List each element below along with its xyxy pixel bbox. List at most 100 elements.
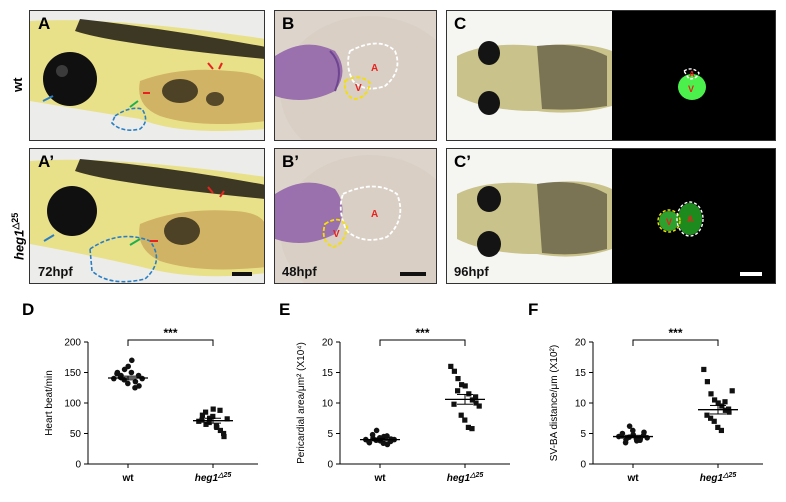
data-point-mutant	[719, 403, 725, 409]
panel-a-image	[29, 10, 265, 141]
data-point-wt	[114, 370, 120, 377]
row-label-mutant-text: heg1	[11, 229, 27, 260]
x-tick-label: wt	[626, 473, 639, 484]
data-point-mutant	[469, 426, 475, 432]
panel-c-image: A V	[446, 10, 776, 141]
stage-label-c: 96hpf	[454, 264, 489, 279]
y-tick-label: 150	[64, 368, 81, 379]
y-tick-label: 0	[75, 460, 81, 471]
x-tick-label: heg1△25	[195, 472, 232, 484]
data-point-mutant	[451, 368, 457, 374]
row-label-wt: wt	[10, 78, 25, 92]
data-point-mutant	[221, 430, 227, 437]
row-label-wt-text: wt	[10, 77, 25, 92]
atrium-label-c2: A	[687, 214, 694, 224]
y-tick-label: 0	[580, 460, 586, 471]
data-point-mutant	[715, 400, 721, 406]
ventricle-label-c2: V	[666, 217, 672, 227]
data-point-wt	[380, 440, 387, 447]
y-axis-label: Pericardial area/μm² (X10⁴)	[296, 342, 307, 464]
panel-c-dorsal-drawing: A V	[447, 11, 775, 140]
data-point-mutant	[217, 427, 223, 434]
y-tick-label: 5	[327, 429, 333, 440]
panel-b2-image: A V	[274, 148, 437, 284]
stage-label-a: 72hpf	[38, 264, 73, 279]
data-point-mutant	[462, 383, 468, 389]
panel-b2-embryo-drawing: A V	[275, 155, 436, 283]
data-point-mutant	[465, 424, 471, 430]
panel-a2-image	[29, 148, 265, 284]
y-tick-label: 10	[575, 399, 587, 410]
data-point-wt	[129, 357, 135, 364]
significance-bracket	[127, 339, 214, 346]
y-tick-label: 200	[64, 338, 81, 349]
stage-label-b: 48hpf	[282, 264, 317, 279]
significance-label: ***	[163, 326, 177, 340]
data-point-mutant	[448, 363, 454, 369]
data-point-mutant	[715, 424, 721, 430]
panel-label-b2: B’	[282, 152, 299, 171]
significance-bracket	[379, 339, 466, 346]
atrium-label-b: A	[371, 63, 378, 74]
data-point-wt	[132, 384, 138, 391]
panel-label-c2: C’	[454, 152, 471, 171]
y-tick-label: 50	[70, 429, 82, 440]
significance-label: ***	[668, 326, 682, 340]
data-point-mutant	[708, 391, 714, 397]
scale-bar-b	[400, 272, 426, 276]
y-tick-label: 10	[322, 399, 334, 410]
data-point-mutant	[459, 382, 465, 388]
data-point-mutant	[458, 412, 464, 418]
data-point-mutant	[199, 412, 205, 418]
data-point-wt	[125, 380, 131, 387]
data-point-wt	[630, 427, 636, 434]
data-point-mutant	[455, 388, 461, 394]
data-point-mutant	[217, 407, 223, 413]
data-point-mutant	[711, 418, 717, 424]
data-point-mutant	[704, 412, 710, 418]
y-tick-label: 5	[580, 429, 586, 440]
data-point-mutant	[451, 401, 457, 407]
panel-label-b: B	[282, 14, 295, 33]
data-point-mutant	[729, 388, 735, 394]
panel-label-a: A	[38, 14, 51, 33]
significance-label: ***	[415, 326, 429, 340]
ventricle-label-b: V	[355, 83, 362, 94]
data-point-mutant	[462, 417, 468, 423]
x-tick-label: heg1△25	[700, 472, 737, 484]
panel-c2-dorsal-drawing: V A	[447, 149, 775, 283]
data-point-mutant	[455, 376, 461, 382]
y-tick-label: 15	[322, 368, 334, 379]
data-point-mutant	[213, 423, 219, 429]
data-point-mutant	[476, 403, 482, 409]
data-point-mutant	[718, 427, 724, 434]
chart-heart-beat: 0 50 100 150 200 Heart beat/min wt heg1△25 ***	[44, 326, 258, 484]
panel-label-f: F	[528, 300, 539, 319]
scale-bar-c	[740, 272, 762, 276]
data-point-wt	[644, 434, 650, 441]
ventricle-label-c: V	[688, 84, 694, 94]
data-point-mutant	[224, 416, 230, 422]
panel-a2-larva-drawing	[30, 159, 264, 283]
y-tick-label: 20	[322, 338, 334, 349]
panel-b-embryo-drawing: A V	[275, 16, 436, 140]
panel-label-a2: A’	[38, 152, 55, 171]
panel-b-image: A V	[274, 10, 437, 141]
y-axis-label: SV-BA distance/μm (X10²)	[549, 345, 560, 461]
y-tick-label: 20	[575, 338, 587, 349]
panel-label-e: E	[279, 300, 291, 319]
data-point-mutant	[221, 433, 227, 440]
data-point-wt	[366, 439, 372, 445]
data-point-wt	[125, 363, 131, 370]
data-point-mutant	[203, 421, 209, 427]
row-label-mutant-sup: △25	[10, 212, 20, 230]
significance-bracket	[632, 339, 719, 346]
panel-label-c: C	[454, 14, 467, 33]
data-point-mutant	[473, 394, 479, 400]
data-point-mutant	[701, 366, 707, 373]
y-axis-label: Heart beat/min	[44, 370, 55, 436]
atrium-label-b2: A	[371, 209, 378, 220]
data-point-mutant	[206, 419, 212, 426]
data-point-wt	[373, 427, 380, 434]
data-point-wt	[128, 369, 135, 376]
